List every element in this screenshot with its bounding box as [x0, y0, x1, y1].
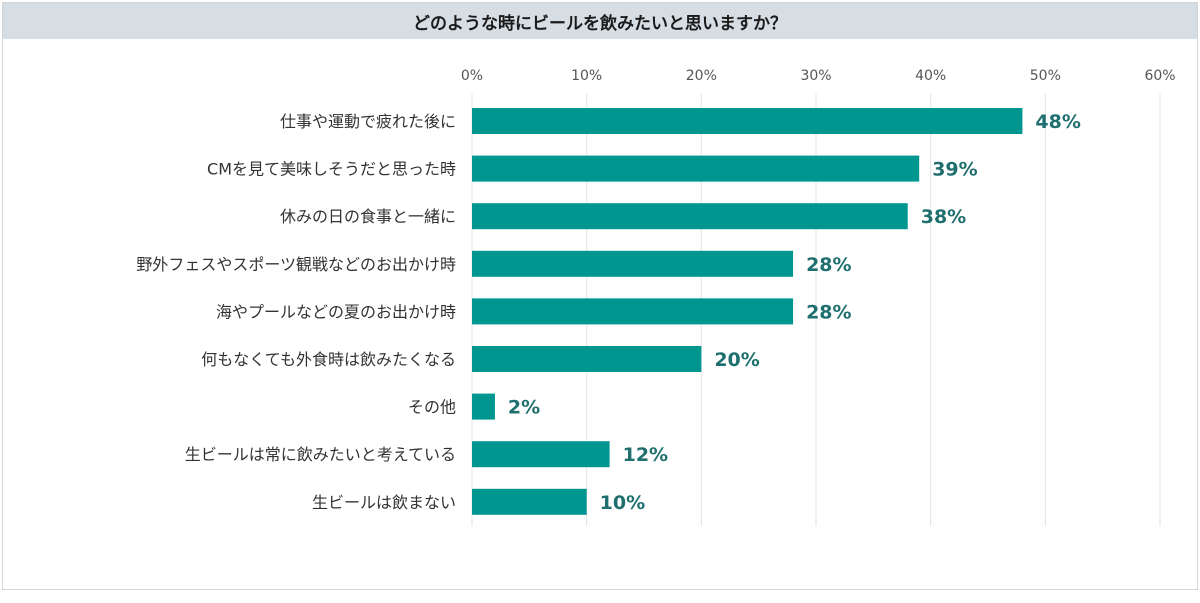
bars [472, 108, 1023, 515]
value-labels: 48% 39% 38% 28% 28% 20% 2% 12% 10% [508, 111, 1081, 514]
category-label: その他 [408, 398, 456, 417]
x-tick-label: 20% [686, 68, 717, 84]
bar [472, 346, 702, 372]
x-tick-label: 40% [915, 68, 946, 84]
value-label: 10% [600, 492, 645, 514]
category-labels: 仕事や運動で疲れた後に CMを見て美味しそうだと思った時休みの日の食事と一緒に野外… [136, 112, 456, 512]
x-axis-ticks: 0% 10% 20% 30% 40% 50% 60% [461, 68, 1176, 84]
value-label: 28% [806, 254, 851, 276]
value-label: 28% [806, 301, 851, 323]
bar [472, 155, 920, 182]
category-label: 休みの日の食事と一緒に [280, 207, 456, 226]
category-label: 生ビールは常に飲みたいと考えている [185, 445, 456, 464]
x-tick-label: 60% [1144, 68, 1175, 84]
category-label: 野外フェスやスポーツ観戦などのお出かけ時 [136, 255, 456, 274]
x-tick-label: 0% [461, 68, 483, 84]
bar [472, 393, 495, 420]
bar [472, 203, 908, 230]
value-label: 12% [623, 444, 668, 466]
value-label: 2% [508, 397, 540, 419]
x-tick-label: 50% [1030, 68, 1061, 84]
bar [472, 441, 610, 468]
value-label: 38% [921, 206, 966, 228]
category-label: CMを見て美味しそうだと思った時 [207, 160, 456, 179]
x-tick-label: 30% [800, 68, 831, 84]
value-label: 20% [714, 349, 759, 371]
bar [472, 488, 587, 515]
x-tick-label: 10% [571, 68, 602, 84]
category-label: 海やプールなどの夏のお出かけ時 [216, 302, 456, 321]
bar [472, 250, 794, 277]
value-label: 39% [932, 159, 977, 181]
bar [472, 298, 794, 325]
chart-frame: どのような時にビールを飲みたいと思いますか？ [2, 2, 1198, 590]
value-label: 48% [1035, 111, 1080, 133]
chart-title: どのような時にビールを飲みたいと思いますか？ [3, 3, 1197, 39]
bar [472, 108, 1023, 134]
category-label: 生ビールは飲まない [312, 493, 456, 512]
category-label: 何もなくても外食時は飲みたくなる [201, 350, 456, 369]
category-label: 仕事や運動で疲れた後に [280, 112, 456, 131]
